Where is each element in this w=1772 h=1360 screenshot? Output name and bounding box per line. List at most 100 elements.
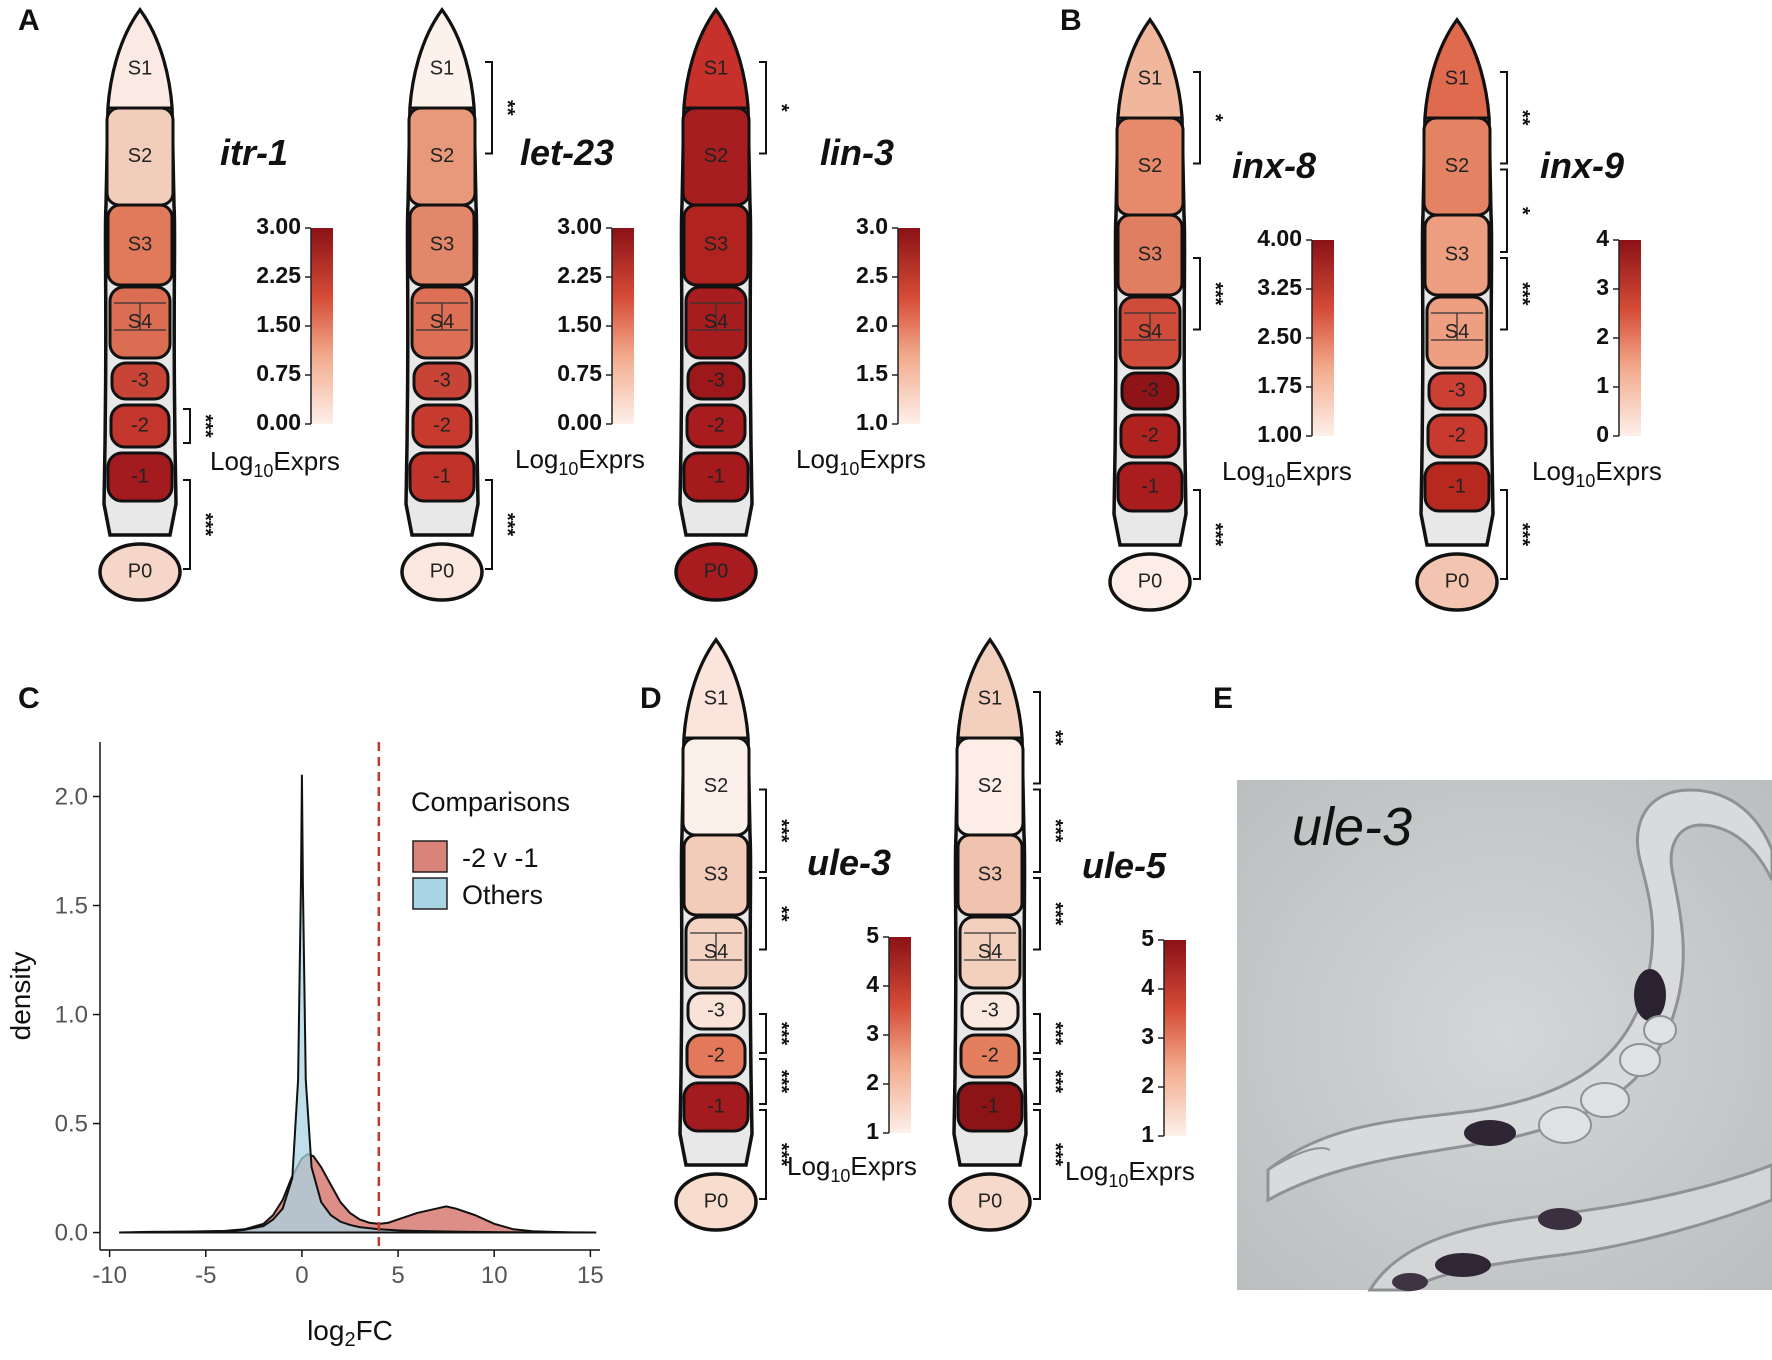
segment-label-S3: S3 (704, 863, 728, 885)
gonad-diagrams: S1S2S3S4-3-2-1P0******itr-13.002.251.500… (98, 7, 1662, 1232)
segment-label-S2: S2 (978, 775, 1002, 797)
segment--1 (106, 451, 174, 503)
significance-bracket (1500, 71, 1508, 165)
color-scale-tick-label: 2 (1596, 323, 1609, 349)
legend-swatch-series-2 (412, 877, 448, 910)
significance-bracket (1500, 168, 1508, 253)
color-scale-tick-label: 1 (866, 1118, 879, 1144)
segment-label--3: -3 (131, 369, 149, 391)
legend-swatch-series-1 (412, 840, 448, 873)
significance-bracket (759, 61, 767, 155)
density-chart: -10 -5 0 5 10 15 0.0 0.5 1.0 1.5 2.0 density log2F… (5, 742, 604, 1351)
significance-stars: * (770, 104, 792, 112)
color-scale-tick-label: 1.0 (856, 409, 888, 435)
color-scale-tick-label: 3 (866, 1020, 879, 1046)
s4-cell-outlines (690, 932, 742, 961)
color-scale-tick-label: 0 (1596, 421, 1609, 447)
s4-cell-outlines (690, 302, 742, 331)
segment-label--3: -3 (1141, 379, 1159, 401)
segment-S3 (1423, 213, 1491, 297)
color-scale-title: Log10Exprs (796, 444, 926, 479)
s4-cell-outlines (964, 932, 1016, 961)
segment-S3 (1116, 213, 1184, 297)
significance-bracket (759, 877, 767, 951)
microscopy-image: ule-3 (1237, 780, 1772, 1292)
color-scale-tick-label: 2.5 (856, 262, 888, 288)
segment--1 (1423, 461, 1491, 513)
segment--3 (686, 361, 746, 401)
color-scale-tick-label: 0.00 (557, 409, 602, 435)
color-scale-title: Log10Exprs (210, 446, 340, 481)
segment--1 (956, 1081, 1024, 1133)
segment-S3 (956, 833, 1024, 917)
color-scale-bar (612, 228, 634, 424)
significance-stars: *** (194, 414, 216, 438)
color-scale-tick-label: 2.0 (856, 311, 888, 337)
color-scale-tick-label: 2.25 (256, 262, 301, 288)
y-tick-label: 1.5 (55, 893, 88, 920)
segment-label--3: -3 (707, 369, 725, 391)
segment-label--1: -1 (1448, 475, 1466, 497)
color-scale-tick-label: 1.50 (256, 311, 301, 337)
segment--2 (959, 1033, 1021, 1079)
segment-P0 (1108, 552, 1192, 612)
segment-label-S4: S4 (1445, 321, 1469, 343)
color-scale-tick-label: 4.00 (1257, 225, 1302, 251)
significance-stars: *** (1044, 1143, 1066, 1167)
color-scale-tick-label: 2.50 (1257, 323, 1302, 349)
panel-letter-e: E (1213, 682, 1233, 715)
segment-label--1: -1 (1141, 475, 1159, 497)
legend-label-series-1: -2 v -1 (462, 843, 539, 873)
significance-stars: ** (496, 100, 518, 116)
segment-label-S2: S2 (704, 145, 728, 167)
gene-name: itr-1 (220, 132, 288, 173)
gene-name: inx-9 (1540, 145, 1624, 186)
significance-stars: *** (1044, 1022, 1066, 1046)
significance-stars: *** (194, 513, 216, 537)
embryo (1538, 1106, 1592, 1144)
segment-P0 (674, 1172, 758, 1232)
s4-cell-outlines (416, 302, 468, 331)
s4-cell-outlines (114, 302, 166, 331)
panel-letter-d: D (640, 682, 662, 715)
axis-ticks: -10 -5 0 5 10 15 0.0 0.5 1.0 1.5 2.0 (55, 784, 604, 1289)
color-scale-tick-label: 1 (1141, 1121, 1154, 1147)
y-tick-label: 0.5 (55, 1111, 88, 1138)
segment--1 (682, 1081, 750, 1133)
significance-stars: *** (1511, 282, 1533, 306)
legend-label-series-2: Others (462, 880, 543, 910)
embryo (1643, 1015, 1677, 1045)
segment--3 (960, 991, 1020, 1031)
segment--2 (685, 403, 747, 449)
color-scale-bar (898, 228, 920, 424)
color-scale-bar (1619, 240, 1641, 436)
significance-stars: *** (1044, 1070, 1066, 1094)
segment-label-S3: S3 (978, 863, 1002, 885)
color-scale-title: Log10Exprs (1222, 456, 1352, 491)
s4-cell-outlines (1124, 312, 1176, 341)
gonad-inx-9: S1S2S3S4-3-2-1P0*********inx-943210Log10… (1415, 17, 1662, 612)
segment-label-P0: P0 (128, 560, 152, 582)
segment-label-S3: S3 (128, 233, 152, 255)
color-scale-tick-label: 3.25 (1257, 274, 1302, 300)
significance-bracket (1193, 71, 1201, 165)
photo-gene-label: ule-3 (1292, 797, 1412, 857)
significance-bracket (759, 1013, 767, 1054)
segment-label-S2: S2 (430, 145, 454, 167)
color-scale-tick-label: 3.0 (856, 213, 888, 239)
segment--1 (682, 451, 750, 503)
significance-stars: * (1511, 207, 1533, 215)
segment-label--1: -1 (707, 1095, 725, 1117)
segment-label-S4: S4 (978, 941, 1002, 963)
color-scale-tick-label: 3 (1141, 1023, 1154, 1049)
gene-name: inx-8 (1232, 145, 1316, 186)
color-scale-tick-label: 2.25 (557, 262, 602, 288)
segment-label--3: -3 (981, 999, 999, 1021)
gonad-ule-5: S1S2S3S4-3-2-1P0*****************ule-554… (948, 637, 1195, 1232)
significance-bracket (1193, 257, 1201, 331)
x-tick-label: 5 (391, 1262, 404, 1289)
x-tick-label: 0 (295, 1262, 308, 1289)
segment--3 (1120, 371, 1180, 411)
significance-bracket (759, 788, 767, 873)
